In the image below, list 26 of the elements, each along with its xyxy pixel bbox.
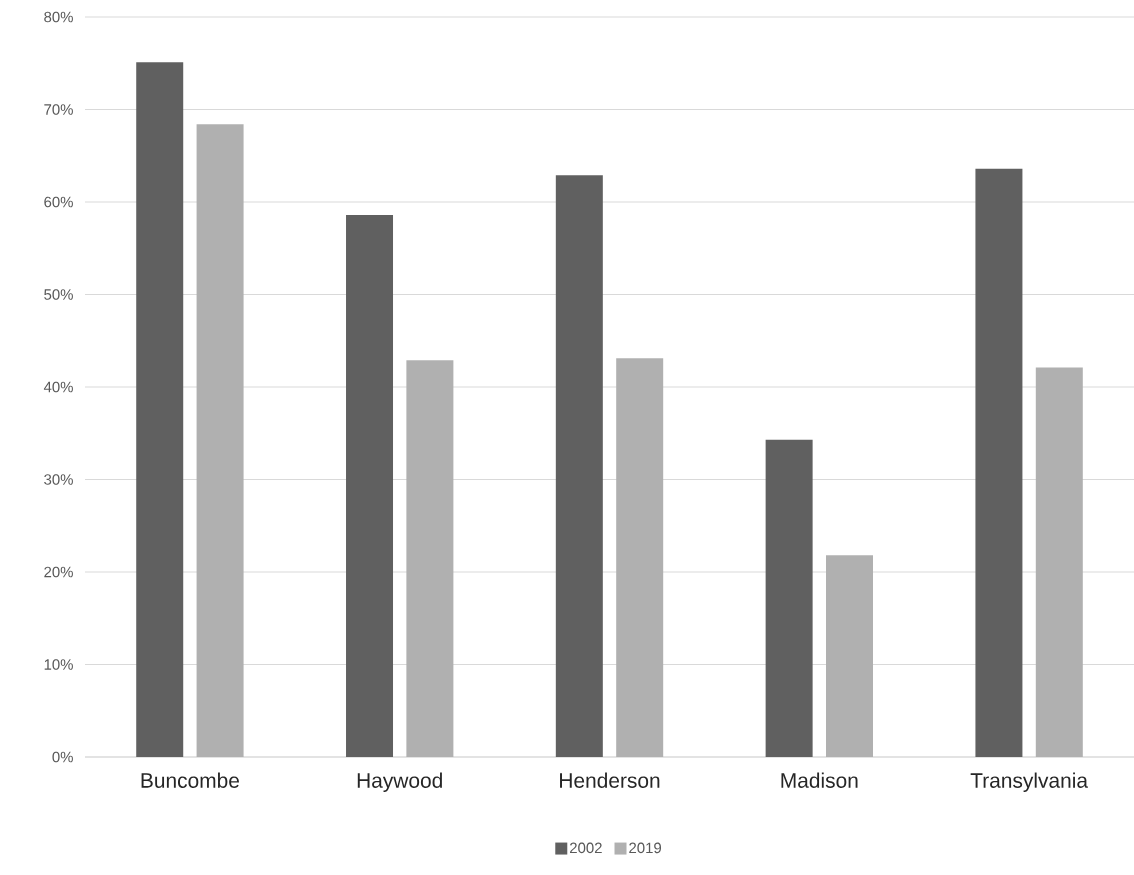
x-tick-label: Madison: [781, 772, 858, 788]
x-tick-label: Buncombe: [141, 772, 239, 788]
bar: [136, 62, 184, 757]
legend-label: 2019: [629, 842, 662, 854]
x-tick-label: Haywood: [357, 772, 442, 793]
bar: [1035, 367, 1083, 757]
x-tick-label: Henderson: [560, 772, 660, 788]
y-tick-label: 70%: [44, 104, 73, 115]
y-tick-label: 20%: [44, 566, 73, 578]
y-tick-label: 80%: [44, 11, 73, 23]
y-tick-label: 0%: [52, 751, 73, 763]
y-tick-label: 50%: [44, 289, 73, 300]
bar: [825, 555, 873, 757]
bar: [975, 168, 1023, 757]
bar: [406, 360, 454, 757]
bar: [346, 214, 394, 757]
y-tick-label: 40%: [43, 381, 73, 393]
y-tick-label: 30%: [44, 474, 73, 485]
bar: [196, 124, 244, 757]
bar: [555, 175, 603, 757]
y-tick-label: 10%: [44, 659, 73, 670]
y-tick-label: 60%: [44, 196, 73, 208]
bar: [616, 358, 664, 757]
bar: [765, 439, 813, 757]
legend-label: 2002: [570, 842, 602, 854]
x-tick-label: Transylvania: [970, 772, 1089, 793]
